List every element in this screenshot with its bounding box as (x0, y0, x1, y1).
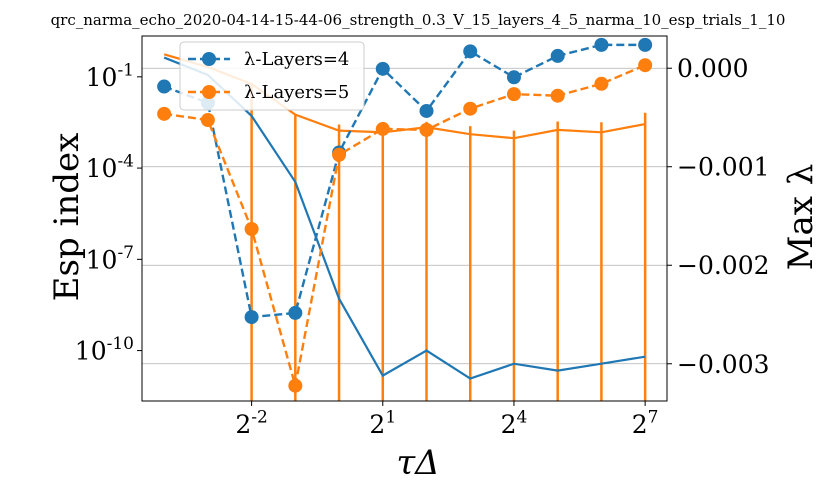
y-left-tick-label-0: 10-1 (86, 60, 134, 92)
legend-label-0: λ-Layers=4 (244, 49, 349, 70)
y-left-tick-label-2-base: 10 (86, 245, 118, 274)
plot-area (157, 37, 653, 401)
x-tick-label-1-base: 2 (369, 410, 385, 439)
x-tick-label-0-exponent: -2 (251, 408, 268, 428)
lambda-layers-5-point-11 (638, 58, 653, 73)
y-left-tick-label-0-base: 10 (86, 63, 118, 92)
lambda-layers-4-point-11 (638, 37, 653, 52)
y-left-tick-label-3: 10-10 (75, 334, 134, 366)
x-tick-label-2: 24 (501, 408, 528, 440)
x-tick-label-3-base: 2 (632, 410, 648, 439)
y-right-tick-label-2: −0.002 (677, 251, 770, 280)
lambda-layers-5-point-8 (506, 87, 521, 102)
y-left-tick-label-3-exponent: -10 (107, 334, 134, 354)
x-tick-label-2-exponent: 4 (516, 408, 527, 428)
x-tick-label-3-exponent: 7 (648, 408, 659, 428)
x-tick-label-0: 2-2 (235, 408, 267, 440)
lambda-layers-4-point-10 (594, 37, 609, 52)
x-tick-label-1-exponent: 1 (385, 408, 396, 428)
chart-title: qrc_narma_echo_2020-04-14-15-44-06_stren… (51, 11, 786, 29)
lambda-layers-4-point-0 (157, 79, 172, 94)
lambda-layers-5-line (163, 64, 646, 387)
x-tick-label-0-base: 2 (235, 410, 251, 439)
y-left-tick-label-3-base: 10 (75, 337, 107, 366)
y-left-tick-label-1-exponent: -4 (117, 152, 134, 172)
y-right-tick-label-3: −0.003 (677, 350, 770, 379)
lambda-layers-5-point-9 (550, 88, 565, 103)
y-left-tick-label-1-base: 10 (86, 154, 118, 183)
legend-marker-1 (202, 85, 216, 99)
lambda-layers-4-point-3 (288, 305, 303, 320)
lambda-layers-4-line (163, 43, 646, 319)
plot-frame (141, 35, 668, 402)
y-left-tick-label-2-exponent: -7 (117, 243, 134, 263)
tick-labels: 2-2 21 24 2710-110-410-710-100.000−0.001−0.… (75, 54, 770, 439)
legend-marker-0 (202, 52, 216, 66)
lambda-layers-4-point-2 (244, 310, 259, 325)
lambda-layers-4-point-8 (506, 70, 521, 85)
legend-label-1: λ-Layers=5 (244, 82, 349, 103)
y-left-tick-label-1: 10-4 (86, 152, 134, 184)
lambda-layers-5-point-4 (332, 147, 347, 162)
lambda-layers-4-point-7 (463, 44, 478, 59)
lambda-layers-4-point-5 (375, 61, 390, 76)
x-tick-label-1: 21 (369, 408, 396, 440)
lambda-layers-5-point-0 (157, 106, 172, 121)
x-tick-label-2-base: 2 (501, 410, 517, 439)
y-right-tick-label-0: 0.000 (677, 54, 749, 83)
lambda-layers-5-point-2 (244, 221, 259, 236)
y-left-tick-label-2: 10-7 (86, 243, 134, 275)
axes (137, 35, 672, 406)
lambda-layers-5-point-1 (200, 113, 215, 128)
lambda-layers-5-point-5 (375, 121, 390, 136)
y-axis-label-right: Max λ (781, 164, 821, 271)
x-axis-label: τΔ (396, 443, 439, 483)
grid (142, 67, 667, 365)
legend: λ-Layers=4 λ-Layers=5 (179, 41, 365, 111)
lambda-layers-5-point-7 (463, 101, 478, 116)
y-axis-label-left: Esp index (47, 133, 87, 302)
y-right-tick-label-1: −0.001 (677, 153, 770, 182)
x-tick-label-3: 27 (632, 408, 659, 440)
y-left-tick-label-0-exponent: -1 (117, 60, 134, 80)
lambda-layers-4-point-6 (419, 103, 434, 118)
lambda-layers-5-point-6 (419, 122, 434, 137)
lambda-layers-5-point-10 (594, 76, 609, 91)
lambda-layers-4-point-9 (550, 48, 565, 63)
lambda-layers-5-point-3 (288, 378, 303, 393)
